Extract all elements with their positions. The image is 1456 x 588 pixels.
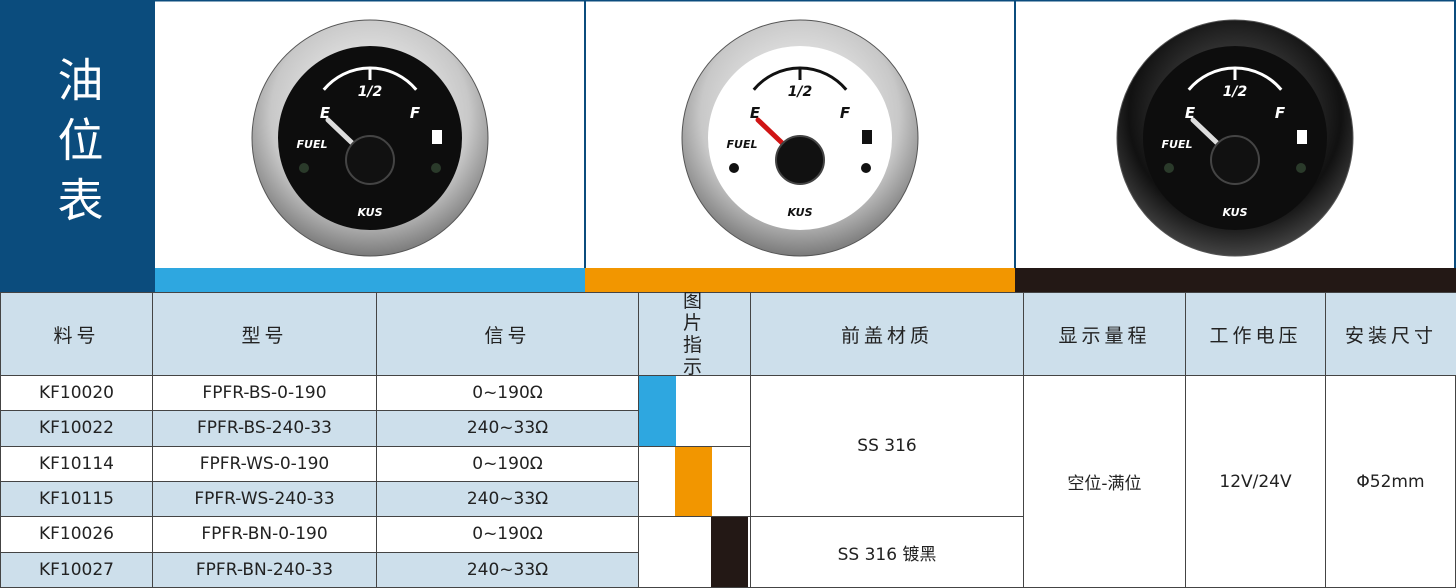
gauge-dot [1164,163,1174,173]
gauge-label: FUEL [727,138,758,151]
color-indicator [711,517,748,587]
table-cell: KF10027 [0,551,153,588]
fuel-icon [432,130,442,144]
header-cell: 信号 [376,292,639,376]
color-indicator [639,376,676,446]
table-cell: FPFR-WS-0-190 [152,445,377,482]
gauge-label: F [1275,104,1286,122]
table-cell: FPFR-BS-240-33 [152,410,377,447]
gauge-hub [775,135,825,185]
gauge-hub [345,135,395,185]
header-cell: 安装尺寸 [1325,292,1456,376]
table-cell: 240~33Ω [376,551,639,588]
table-cell: 0~190Ω [376,375,639,412]
gauge-label: E [1185,104,1196,122]
header-cell: 型号 [152,292,377,376]
material-cell: SS 316 镀黑 [750,516,1024,588]
gauge-label: E [750,104,761,122]
header-cell: 图片指示 [638,290,751,378]
header-cell: 工作电压 [1185,292,1326,376]
table-cell: FPFR-BS-0-190 [152,375,377,412]
gauge-label: E [320,104,331,122]
title: 油位表 [0,0,155,292]
gauge-label: KUS [1223,206,1248,219]
range-cell: 空位-满位 [1023,375,1186,588]
table-cell: FPFR-WS-240-33 [152,481,377,518]
color-indicator [675,446,712,517]
header-cell: 料号 [0,292,153,376]
gauge-dot [729,163,739,173]
table-cell: KF10115 [0,481,153,518]
gauge-label: 1/2 [788,84,813,100]
table-cell: KF10026 [0,516,153,553]
table-cell: 0~190Ω [376,445,639,482]
gauge-label: FUEL [297,138,328,151]
gauge-hub [1210,135,1260,185]
table-cell: FPFR-BN-0-190 [152,516,377,553]
fuel-icon [1297,130,1307,144]
table-cell: FPFR-BN-240-33 [152,551,377,588]
gauge-dot [431,163,441,173]
gauge-dot [1296,163,1306,173]
header-cell: 前盖材质 [750,292,1024,376]
gauge-label: KUS [358,206,383,219]
voltage-cell: 12V/24V [1185,375,1326,588]
table-cell: KF10020 [0,375,153,412]
table-cell: 240~33Ω [376,410,639,447]
gauge-label: F [840,104,851,122]
material-cell: SS 316 [750,375,1024,518]
color-bar [155,268,585,292]
gauge-dot [299,163,309,173]
table-cell: KF10114 [0,445,153,482]
gauge-panels: 1/2 E F FUEL KUS 1/2 E F FUEL KUS 1/2 E F FUEL KUS [155,0,1456,292]
gauge-label: 1/2 [1223,84,1248,100]
gauge-dot [861,163,871,173]
gauge-label: FUEL [1162,138,1193,151]
color-bar [585,268,1015,292]
table-cell: 240~33Ω [376,481,639,518]
gauge-label: KUS [788,206,813,219]
color-bar [1015,268,1456,292]
size-cell: Φ52mm [1325,375,1456,588]
gauge-label: 1/2 [358,84,383,100]
table-cell: 0~190Ω [376,516,639,553]
header-cell: 显示量程 [1023,292,1186,376]
table-cell: KF10022 [0,410,153,447]
gauge-label: F [410,104,421,122]
fuel-icon [862,130,872,144]
